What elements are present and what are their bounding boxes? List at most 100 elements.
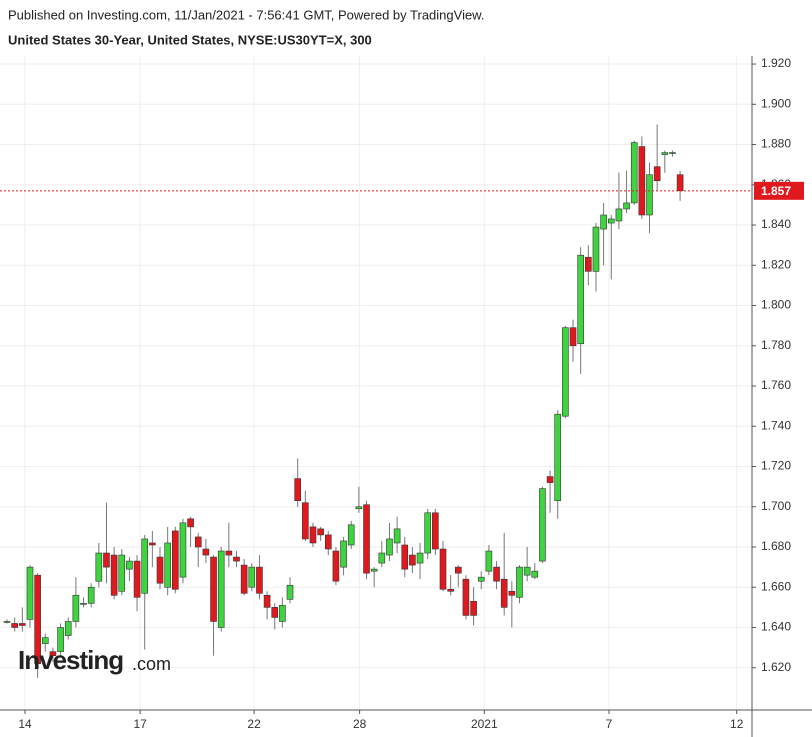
candle-body bbox=[233, 556, 240, 562]
candle-body bbox=[317, 528, 324, 536]
candle-body bbox=[523, 566, 531, 576]
candle-body bbox=[332, 550, 340, 582]
y-tick-label: 1.780 bbox=[761, 338, 791, 352]
y-tick-label: 1.880 bbox=[761, 137, 791, 151]
candle-body bbox=[57, 627, 64, 652]
candle-body bbox=[225, 550, 233, 556]
candle-body bbox=[126, 560, 133, 570]
candle-body bbox=[263, 594, 271, 608]
candle-body bbox=[118, 554, 126, 592]
candle-body bbox=[133, 560, 141, 598]
y-tick-label: 1.760 bbox=[761, 378, 791, 392]
candle-body bbox=[600, 214, 607, 230]
y-tick-label: 1.640 bbox=[761, 620, 791, 634]
candle-body bbox=[347, 524, 355, 546]
x-tick-label: 22 bbox=[247, 717, 261, 731]
candle-body bbox=[210, 556, 217, 622]
candle-body bbox=[302, 502, 309, 540]
axes: 1.620 1.640 1.660 1.680 1.700 1.720 1.740 1.760… bbox=[18, 56, 804, 731]
instrument-title: United States 30-Year, United States, NY… bbox=[8, 32, 372, 47]
candle-body bbox=[454, 566, 462, 574]
candle-body bbox=[19, 623, 26, 626]
last-price-label: 1.857 bbox=[761, 184, 791, 198]
x-tick-label: 7 bbox=[606, 717, 613, 731]
candle-body bbox=[393, 528, 401, 544]
candle-body bbox=[187, 518, 194, 528]
x-tick-label: 14 bbox=[18, 717, 32, 731]
candle-body bbox=[164, 542, 171, 588]
logo-brand: Investing bbox=[18, 645, 123, 675]
candle-body bbox=[569, 327, 577, 347]
candle-body bbox=[202, 548, 210, 556]
last-price-box bbox=[754, 181, 804, 200]
x-tick-label: 17 bbox=[133, 717, 147, 731]
candle-body bbox=[194, 536, 202, 548]
candle-body bbox=[539, 488, 546, 562]
candle-body bbox=[432, 512, 439, 550]
candle-body bbox=[562, 327, 569, 417]
candle-body bbox=[592, 226, 600, 272]
candle-body bbox=[95, 552, 103, 582]
candle-body bbox=[401, 544, 409, 570]
candle-body bbox=[577, 254, 584, 345]
candle-body bbox=[447, 588, 454, 592]
candle-body bbox=[493, 566, 500, 582]
candle-body bbox=[653, 166, 661, 182]
y-tick-label: 1.840 bbox=[761, 217, 791, 231]
candle-body bbox=[324, 534, 332, 550]
candle-body bbox=[470, 601, 477, 616]
candle-body bbox=[179, 522, 187, 578]
candle-body bbox=[294, 478, 301, 502]
candle-body bbox=[103, 552, 110, 568]
published-note: Published on Investing.com, 11/Jan/2021 … bbox=[8, 7, 484, 22]
candle-body bbox=[64, 621, 72, 636]
candle-body bbox=[439, 548, 447, 590]
candle-body bbox=[462, 578, 470, 616]
candle-body bbox=[41, 637, 49, 644]
x-tick-label: 28 bbox=[353, 717, 367, 731]
candle-body bbox=[485, 550, 493, 572]
candle-body bbox=[340, 540, 347, 568]
candle-body bbox=[669, 152, 676, 154]
candle-body bbox=[424, 512, 432, 554]
candle-body bbox=[554, 413, 562, 502]
candles bbox=[0, 124, 752, 678]
candle-body bbox=[370, 568, 378, 572]
candle-body bbox=[141, 538, 149, 594]
candle-body bbox=[623, 202, 630, 210]
candle-body bbox=[271, 607, 279, 618]
y-tick-label: 1.700 bbox=[761, 499, 791, 513]
candle-body bbox=[607, 218, 615, 224]
candle-body bbox=[409, 554, 416, 566]
candle-body bbox=[72, 594, 80, 622]
candle-body bbox=[477, 576, 485, 582]
y-tick-label: 1.740 bbox=[761, 418, 791, 432]
y-tick-label: 1.720 bbox=[761, 459, 791, 473]
candle-body bbox=[248, 566, 256, 588]
candle-body bbox=[416, 552, 424, 564]
y-tick-label: 1.900 bbox=[761, 96, 791, 110]
candle-body bbox=[26, 566, 34, 620]
candle-body bbox=[676, 174, 684, 192]
x-tick-label: 2021 bbox=[471, 717, 498, 731]
candle-body bbox=[646, 174, 653, 216]
candle-body bbox=[286, 584, 294, 600]
candle-body bbox=[256, 566, 263, 594]
candle-body bbox=[172, 530, 179, 590]
candle-body bbox=[156, 556, 164, 584]
y-tick-label: 1.620 bbox=[761, 660, 791, 674]
candle-body bbox=[661, 152, 669, 155]
candle-body bbox=[309, 526, 317, 544]
candle-body bbox=[546, 476, 554, 483]
candle-body bbox=[34, 574, 41, 665]
candle-body bbox=[11, 623, 18, 628]
candle-body bbox=[80, 603, 87, 605]
candle-body bbox=[355, 506, 363, 510]
candle-body bbox=[217, 550, 225, 628]
candle-body bbox=[378, 552, 386, 564]
candle-body bbox=[87, 586, 95, 604]
candle-body bbox=[500, 578, 508, 608]
candle-body bbox=[110, 554, 118, 596]
